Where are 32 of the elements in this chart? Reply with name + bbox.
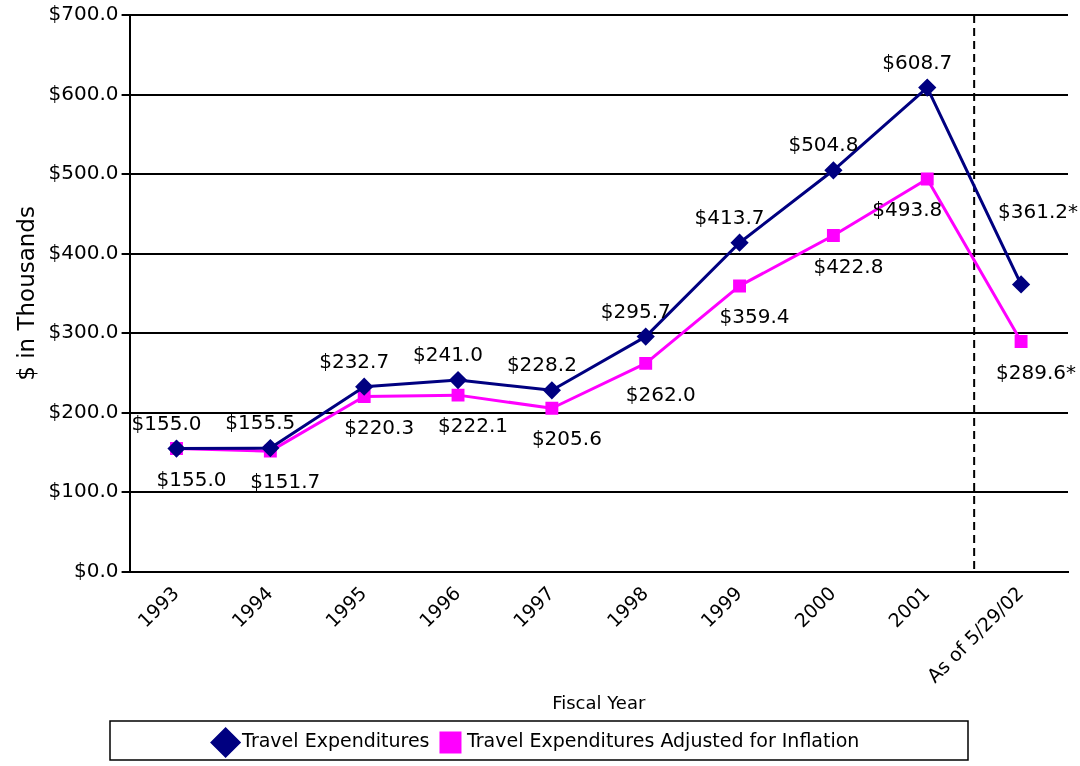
data-label: $361.2* xyxy=(998,198,1078,223)
data-label: $220.3 xyxy=(344,414,415,439)
data-label: $151.7 xyxy=(250,469,321,494)
y-tick-label: $100.0 xyxy=(48,478,119,503)
y-axis-title: $ in Thousands xyxy=(12,206,39,381)
y-tick-label: $400.0 xyxy=(48,239,119,264)
data-label: $205.6 xyxy=(531,426,602,451)
x-axis-title: Fiscal Year xyxy=(552,691,646,713)
data-label: $232.7 xyxy=(319,348,390,373)
legend-label: Travel Expenditures xyxy=(241,729,430,752)
data-label: $413.7 xyxy=(694,204,765,229)
data-label: $155.0 xyxy=(156,466,227,491)
data-label: $295.7 xyxy=(600,298,671,323)
legend-label: Travel Expenditures Adjusted for Inflation xyxy=(465,729,860,752)
y-tick-label: $700.0 xyxy=(48,1,119,26)
data-label: $493.8 xyxy=(872,197,943,222)
y-tick-label: $0.0 xyxy=(74,558,119,583)
data-label: $422.8 xyxy=(813,253,884,278)
data-label: $155.0 xyxy=(131,410,202,435)
data-label: $155.5 xyxy=(225,410,296,435)
data-label: $262.0 xyxy=(625,381,696,406)
data-label: $359.4 xyxy=(719,304,790,329)
y-tick-label: $300.0 xyxy=(48,319,119,344)
data-label: $241.0 xyxy=(413,342,484,367)
y-tick-label: $600.0 xyxy=(48,80,119,105)
y-tick-label: $200.0 xyxy=(48,398,119,423)
data-label: $504.8 xyxy=(788,132,859,157)
data-label: $228.2 xyxy=(506,352,577,377)
data-label: $289.6* xyxy=(996,359,1077,384)
data-label: $222.1 xyxy=(438,413,509,438)
y-tick-label: $500.0 xyxy=(48,160,119,185)
data-label: $608.7 xyxy=(882,49,953,74)
